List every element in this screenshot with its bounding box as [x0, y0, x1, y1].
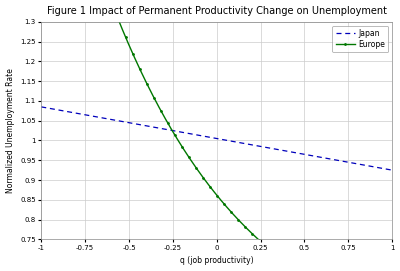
Legend: Japan, Europe: Japan, Europe [332, 26, 388, 52]
Line: Europe: Europe [40, 0, 394, 271]
Japan [390, 169, 394, 172]
X-axis label: q (job productivity): q (job productivity) [180, 256, 254, 265]
Title: Figure 1 Impact of Permanent Productivity Change on Unemployment: Figure 1 Impact of Permanent Productivit… [47, 6, 387, 15]
Europe [292, 267, 297, 270]
Japan [153, 126, 158, 129]
Japan [294, 151, 299, 154]
Japan [39, 105, 44, 108]
Y-axis label: Normalized Unemployment Rate: Normalized Unemployment Rate [6, 68, 14, 193]
Japan [81, 113, 86, 116]
Japan [260, 145, 264, 148]
Japan [292, 151, 297, 154]
Europe [153, 99, 158, 102]
Europe [178, 142, 183, 146]
Line: Japan: Japan [41, 107, 392, 170]
Japan [178, 130, 183, 134]
Europe [260, 241, 264, 244]
Europe [294, 268, 299, 271]
